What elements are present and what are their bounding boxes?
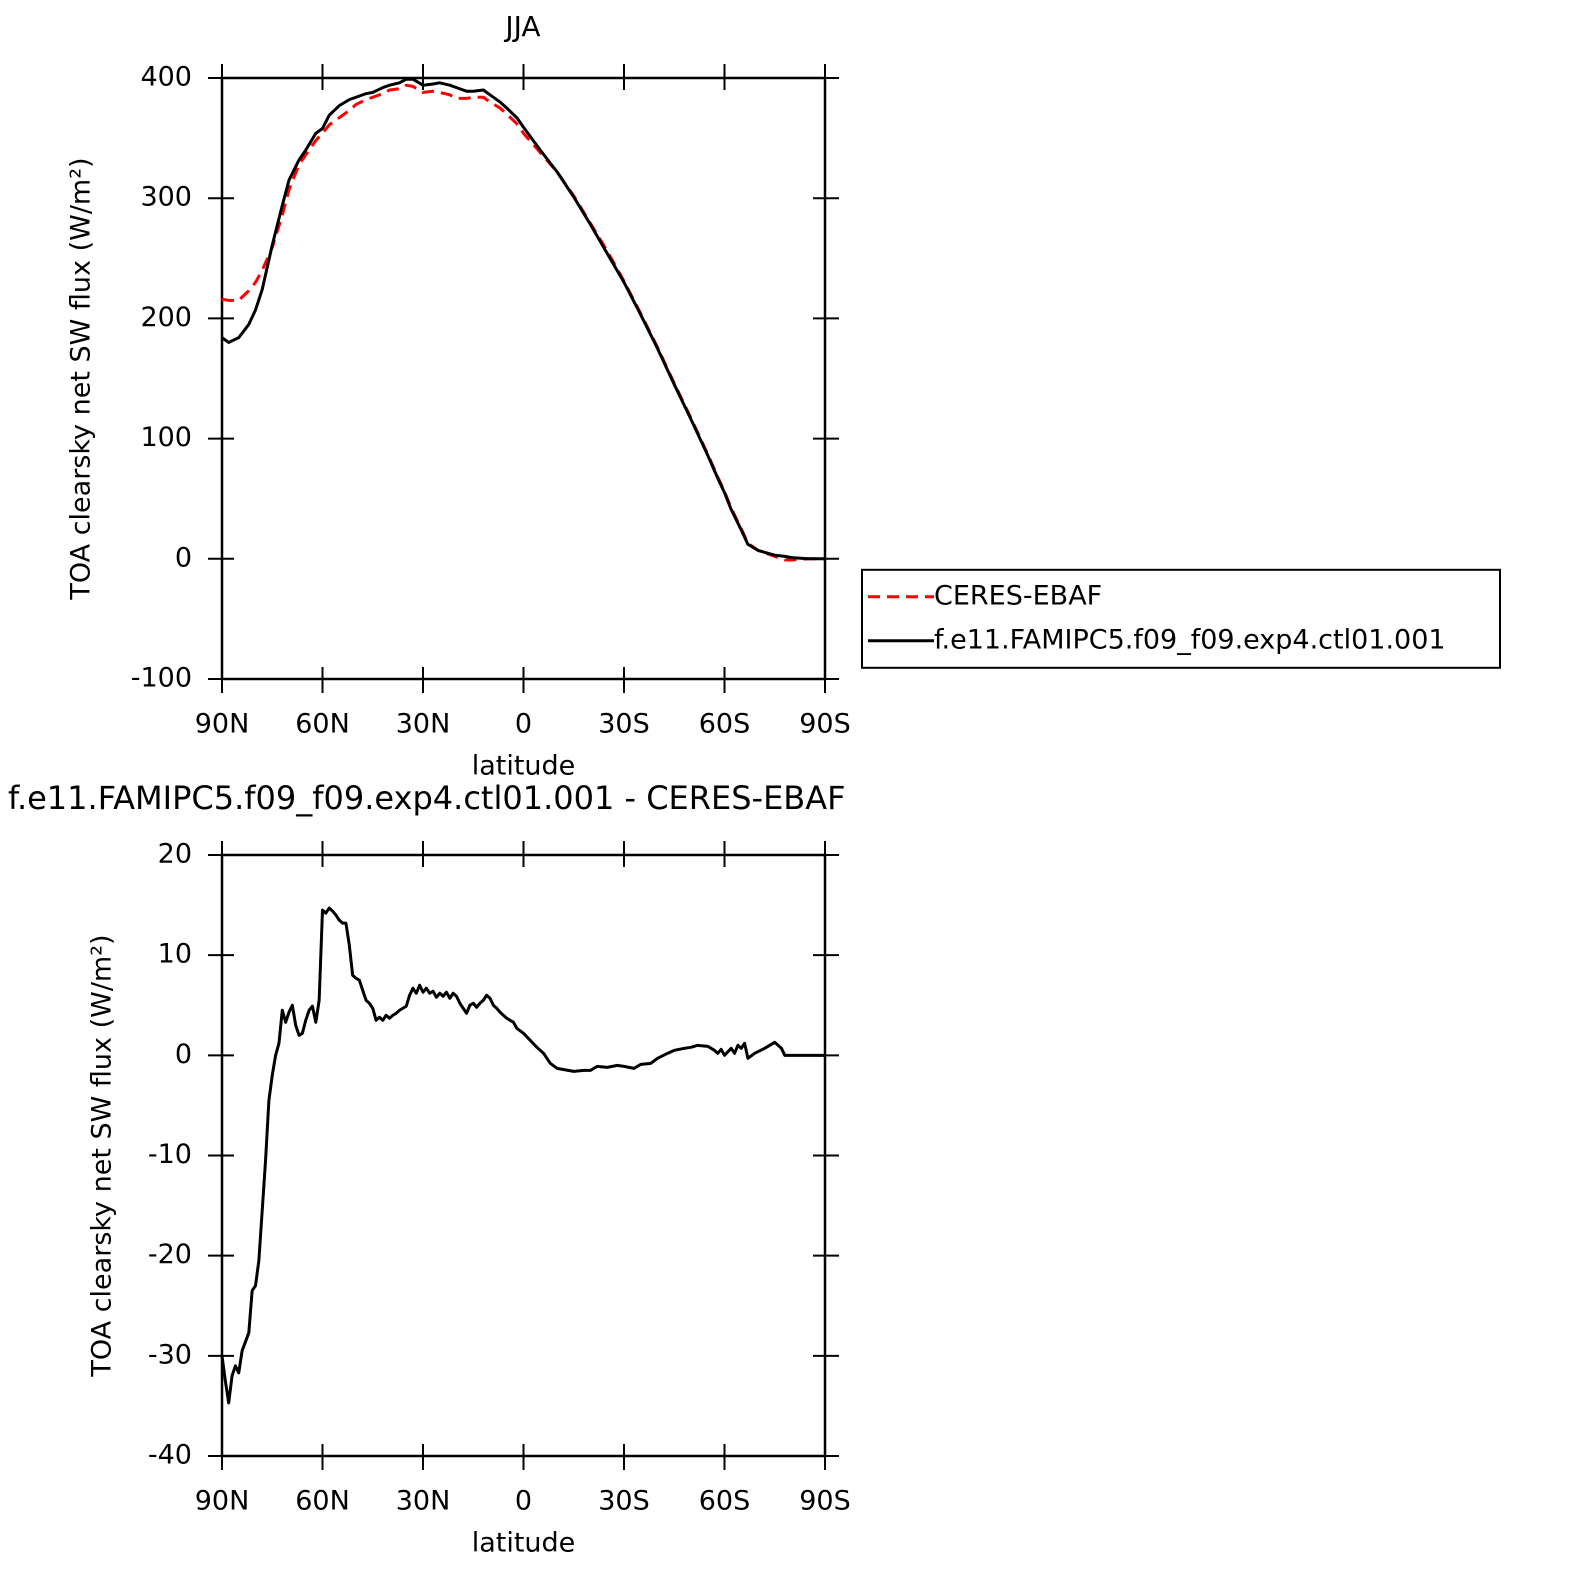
x-tick-label: 30N	[396, 1486, 451, 1517]
y-tick-label: -20	[148, 1239, 192, 1270]
chart-title: f.e11.FAMIPC5.f09_f09.exp4.ctl01.001 - C…	[8, 779, 846, 817]
x-tick-label: 90S	[799, 1486, 851, 1517]
x-tick-label: 90S	[799, 709, 851, 740]
x-tick-label: 30N	[396, 709, 451, 740]
y-tick-label: 200	[140, 302, 192, 333]
y-tick-label: 10	[158, 939, 192, 970]
x-axis-label: latitude	[472, 751, 576, 782]
y-tick-label: -40	[148, 1440, 192, 1471]
legend-label: CERES-EBAF	[934, 580, 1102, 611]
y-tick-label: -10	[148, 1139, 192, 1170]
x-tick-label: 60S	[699, 1486, 751, 1517]
y-axis-label: TOA clearsky net SW flux (W/m²)	[66, 157, 97, 600]
x-tick-label: 0	[515, 1486, 532, 1517]
y-tick-label: -100	[131, 663, 192, 694]
data-line	[220, 906, 825, 1405]
y-tick-label: 400	[140, 62, 192, 93]
x-tick-label: 30S	[598, 709, 650, 740]
x-tick-label: 90N	[195, 1486, 250, 1517]
y-tick-label: 0	[175, 1039, 192, 1070]
x-tick-label: 60N	[295, 709, 350, 740]
chart-title: JJA	[503, 10, 540, 43]
legend-label: f.e11.FAMIPC5.f09_f09.exp4.ctl01.001	[934, 624, 1446, 655]
x-axis-label: latitude	[472, 1528, 576, 1559]
data-line	[221, 77, 825, 561]
x-tick-label: 60N	[295, 1486, 350, 1517]
x-tick-label: 60S	[699, 709, 751, 740]
data-line	[221, 83, 825, 562]
plot-frame	[220, 76, 827, 681]
y-tick-label: -30	[148, 1339, 192, 1370]
x-tick-label: 90N	[195, 709, 250, 740]
y-tick-label: 0	[175, 542, 192, 573]
x-tick-label: 0	[515, 709, 532, 740]
y-tick-label: 300	[140, 182, 192, 213]
y-tick-label: 20	[158, 839, 192, 870]
y-tick-label: 100	[140, 422, 192, 453]
x-tick-label: 30S	[598, 1486, 650, 1517]
legend-box	[861, 568, 1501, 669]
plot-frame	[220, 853, 827, 1458]
y-axis-label: TOA clearsky net SW flux (W/m²)	[87, 934, 118, 1377]
